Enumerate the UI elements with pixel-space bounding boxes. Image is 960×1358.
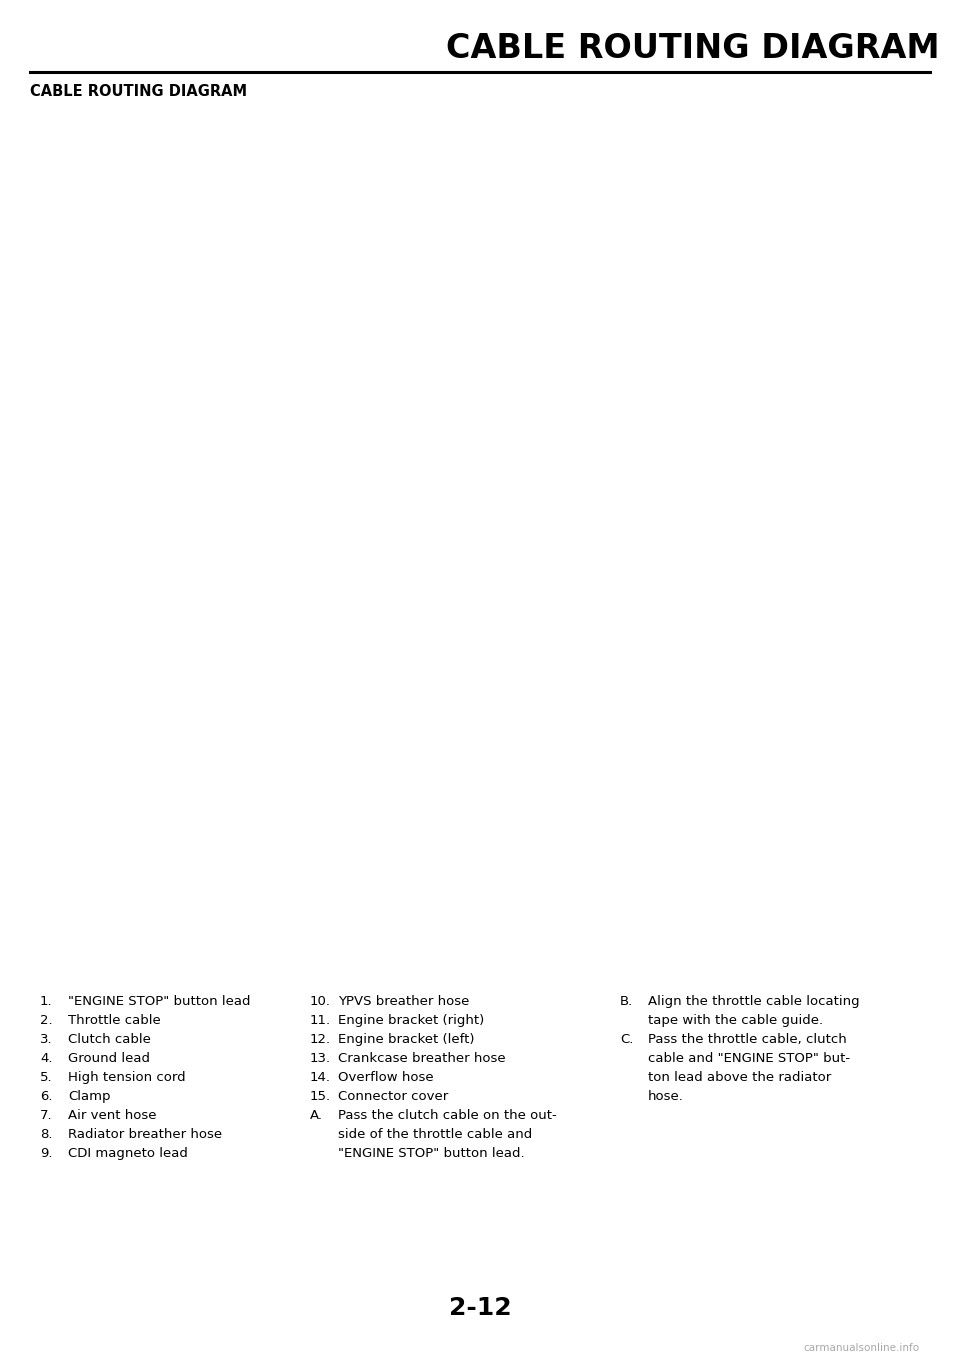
Text: "ENGINE STOP" button lead: "ENGINE STOP" button lead bbox=[68, 995, 251, 1008]
Text: Clutch cable: Clutch cable bbox=[68, 1033, 151, 1046]
Text: Air vent hose: Air vent hose bbox=[68, 1109, 156, 1122]
Text: 13.: 13. bbox=[310, 1052, 331, 1065]
Text: 2-12: 2-12 bbox=[448, 1296, 512, 1320]
Text: 7.: 7. bbox=[40, 1109, 53, 1122]
Text: Overflow hose: Overflow hose bbox=[338, 1071, 434, 1084]
Text: 12.: 12. bbox=[310, 1033, 331, 1046]
Text: Throttle cable: Throttle cable bbox=[68, 1014, 160, 1027]
Text: CDI magneto lead: CDI magneto lead bbox=[68, 1148, 188, 1160]
Text: Clamp: Clamp bbox=[68, 1090, 110, 1103]
Text: ton lead above the radiator: ton lead above the radiator bbox=[648, 1071, 831, 1084]
Text: YPVS breather hose: YPVS breather hose bbox=[338, 995, 469, 1008]
Text: 11.: 11. bbox=[310, 1014, 331, 1027]
Text: tape with the cable guide.: tape with the cable guide. bbox=[648, 1014, 823, 1027]
Text: hose.: hose. bbox=[648, 1090, 684, 1103]
Text: 5.: 5. bbox=[40, 1071, 53, 1084]
Text: 6.: 6. bbox=[40, 1090, 53, 1103]
Text: 9.: 9. bbox=[40, 1148, 53, 1160]
Text: 14.: 14. bbox=[310, 1071, 331, 1084]
Text: A.: A. bbox=[310, 1109, 323, 1122]
Text: Connector cover: Connector cover bbox=[338, 1090, 448, 1103]
Text: 4.: 4. bbox=[40, 1052, 53, 1065]
Text: B.: B. bbox=[620, 995, 634, 1008]
Text: C.: C. bbox=[620, 1033, 634, 1046]
Text: CABLE ROUTING DIAGRAM: CABLE ROUTING DIAGRAM bbox=[446, 31, 940, 64]
Text: Crankcase breather hose: Crankcase breather hose bbox=[338, 1052, 506, 1065]
Bar bbox=[0, 115, 960, 975]
Text: Pass the throttle cable, clutch: Pass the throttle cable, clutch bbox=[648, 1033, 847, 1046]
Text: Engine bracket (right): Engine bracket (right) bbox=[338, 1014, 484, 1027]
Text: High tension cord: High tension cord bbox=[68, 1071, 185, 1084]
Text: Ground lead: Ground lead bbox=[68, 1052, 150, 1065]
Text: carmanualsonline.info: carmanualsonline.info bbox=[804, 1343, 920, 1353]
Text: CABLE ROUTING DIAGRAM: CABLE ROUTING DIAGRAM bbox=[30, 84, 247, 99]
Text: cable and "ENGINE STOP" but-: cable and "ENGINE STOP" but- bbox=[648, 1052, 851, 1065]
Text: Engine bracket (left): Engine bracket (left) bbox=[338, 1033, 474, 1046]
Text: 3.: 3. bbox=[40, 1033, 53, 1046]
Text: "ENGINE STOP" button lead.: "ENGINE STOP" button lead. bbox=[338, 1148, 524, 1160]
Text: 10.: 10. bbox=[310, 995, 331, 1008]
Text: 1.: 1. bbox=[40, 995, 53, 1008]
Text: 2.: 2. bbox=[40, 1014, 53, 1027]
Text: side of the throttle cable and: side of the throttle cable and bbox=[338, 1128, 532, 1141]
Text: 8.: 8. bbox=[40, 1128, 53, 1141]
Text: 15.: 15. bbox=[310, 1090, 331, 1103]
Text: Align the throttle cable locating: Align the throttle cable locating bbox=[648, 995, 859, 1008]
Text: Radiator breather hose: Radiator breather hose bbox=[68, 1128, 222, 1141]
Text: Pass the clutch cable on the out-: Pass the clutch cable on the out- bbox=[338, 1109, 557, 1122]
